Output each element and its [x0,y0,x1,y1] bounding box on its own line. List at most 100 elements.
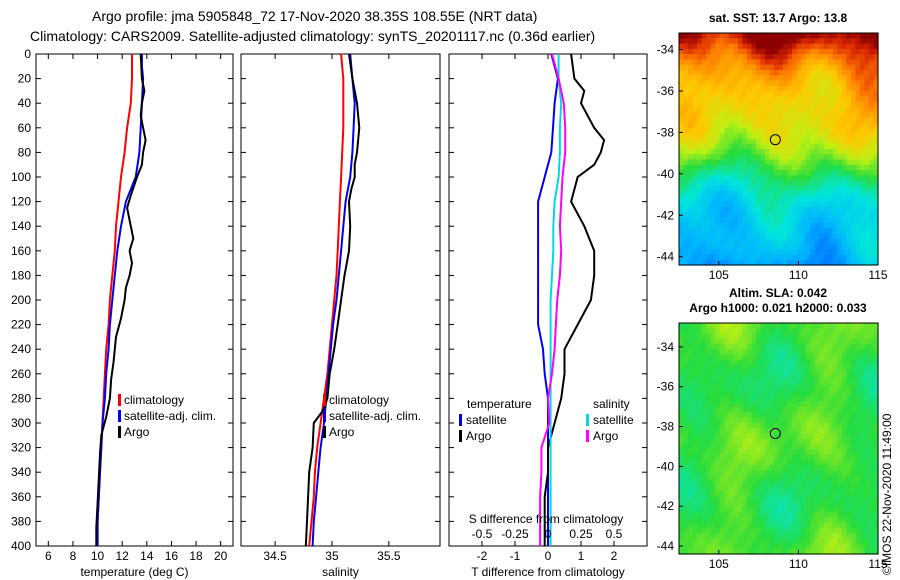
map-cell [710,43,716,50]
map-cell [792,365,798,371]
map-cell [719,533,725,539]
map-cell [710,122,716,129]
map-cell [819,464,825,471]
map-cell [792,196,798,203]
map-cell [805,527,811,534]
map-cell [819,112,825,118]
map-cell [787,59,793,66]
map-cell [823,143,829,150]
map-cell [792,375,798,382]
map-cell [769,117,775,124]
map-cell [764,196,771,203]
map-cell [823,112,829,118]
map-cell [755,259,762,266]
map-cell [801,217,807,224]
map-cell [805,191,811,198]
map-cell [701,359,707,366]
map-cell [679,254,685,261]
map-cell [764,33,771,39]
map-cell [773,449,780,455]
map-cell [742,133,748,140]
map-cell [724,233,730,240]
map-cell [814,207,820,213]
map-cell [742,396,748,403]
legend-swatch-climatology [118,394,121,406]
map-cell [706,428,712,434]
map-cell [755,101,762,108]
map-cell [814,154,820,161]
map-cell [755,48,762,55]
map-cell [769,243,775,250]
map-cell [755,106,762,113]
map-cell [783,459,789,466]
map-cell [823,375,829,382]
map-cell [755,375,762,382]
map-cell [859,143,866,150]
map-cell [801,359,807,366]
map-cell [697,217,703,224]
map-cell [742,69,748,76]
map-cell [706,64,712,71]
map-cell [715,106,721,113]
map-cell [792,396,798,403]
map-cell [769,85,775,92]
map-cell [859,454,866,461]
map-cell [841,143,847,150]
map-cell [715,175,721,182]
map-cell [810,259,816,266]
map-cell [805,391,811,398]
map-cell [841,59,847,66]
map-cell [810,233,816,240]
map-cell [692,201,698,208]
map-cell [728,59,734,66]
map-cell [868,344,875,350]
map-cell [832,149,838,155]
map-cell [697,64,703,71]
map-cell [764,122,771,129]
map-cell [769,180,775,187]
map-cell [859,464,866,471]
map-cell [873,433,879,440]
map-cell [850,143,856,150]
map-cell [701,422,707,429]
map-cell [760,106,766,113]
map-x-tick-label: 115 [868,268,887,282]
map-cell [810,64,816,71]
map-cell [715,438,721,445]
map-cell [733,75,739,82]
map-cell [751,433,757,440]
map-cell [819,396,825,403]
map-cell [814,380,820,387]
map-cell [719,149,725,155]
map-cell [864,143,870,150]
map-cell [837,54,843,60]
map-cell [733,238,739,245]
map-cell [792,122,798,129]
map-cell [873,217,879,224]
map-cell [724,522,730,529]
map-cell [828,533,834,539]
map-cell [819,54,825,60]
map-cell [814,91,820,97]
map-cell [742,333,748,340]
map-cell [783,143,789,150]
map-cell [728,138,734,145]
map-cell [764,69,771,76]
map-cell [764,365,771,371]
map-cell [679,328,685,335]
map-cell [810,207,816,213]
map-cell [823,238,829,245]
map-cell [719,43,725,50]
map-cell [855,212,861,219]
map-cell [728,117,734,124]
map-cell [855,149,861,155]
map-cell [801,386,807,392]
map-cell [832,133,838,140]
map-cell [796,33,802,39]
map-cell [841,323,847,329]
map-cell [769,106,775,113]
map-cell [724,138,730,145]
map-cell [724,359,730,366]
map-cell [760,548,766,555]
map-cell [819,365,825,371]
